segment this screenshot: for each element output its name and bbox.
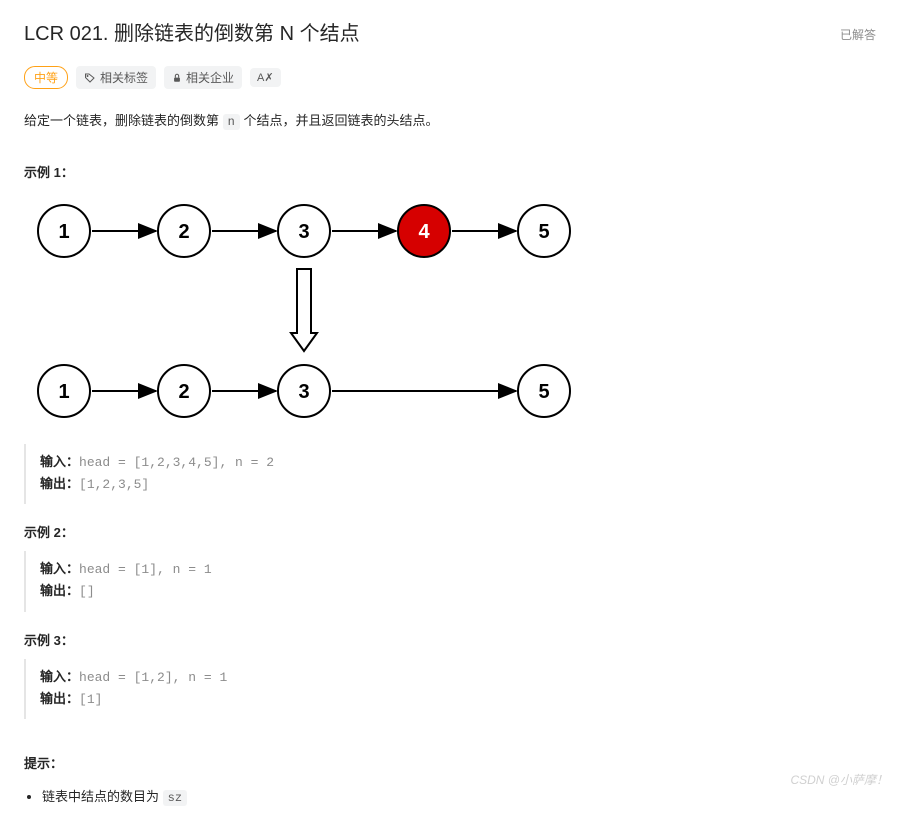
example3-output: [1] <box>79 692 102 707</box>
example2-output: [] <box>79 584 95 599</box>
example2-output-label: 输出： <box>40 584 79 599</box>
desc-text-post: 个结点，并且返回链表的头结点。 <box>240 113 439 128</box>
hint-button[interactable]: A✗ <box>250 68 281 87</box>
hint-item-1: 链表中结点的数目为 sz <box>42 786 876 805</box>
svg-text:1: 1 <box>58 381 69 403</box>
example2-input-label: 输入： <box>40 562 79 577</box>
svg-text:2: 2 <box>178 381 189 403</box>
svg-text:4: 4 <box>418 221 430 243</box>
example1-output: [1,2,3,5] <box>79 477 149 492</box>
example1-block: 输入：head = [1,2,3,4,5], n = 2 输出：[1,2,3,5… <box>24 444 876 504</box>
example3-input-label: 输入： <box>40 670 79 685</box>
hints-list: 链表中结点的数目为 sz <box>24 786 876 805</box>
example2-label: 示例 2： <box>24 522 876 541</box>
problem-description: 给定一个链表，删除链表的倒数第 n 个结点，并且返回链表的头结点。 <box>24 111 876 132</box>
example1-output-label: 输出： <box>40 477 79 492</box>
hints-label: 提示： <box>24 753 876 772</box>
example1-input: head = [1,2,3,4,5], n = 2 <box>79 455 274 470</box>
linked-list-diagram: 1 2 3 4 5 1 2 3 5 <box>24 195 876 430</box>
example2-block: 输入：head = [1], n = 1 输出：[] <box>24 551 876 611</box>
related-company-label: 相关企业 <box>186 69 234 86</box>
tags-row: 中等 相关标签 相关企业 A✗ <box>24 66 876 89</box>
solved-status: 已解答 <box>840 26 876 43</box>
watermark: CSDN @小萨摩！ <box>790 771 888 788</box>
difficulty-badge: 中等 <box>24 66 68 89</box>
example3-output-label: 输出： <box>40 692 79 707</box>
example3-block: 输入：head = [1,2], n = 1 输出：[1] <box>24 659 876 719</box>
desc-var-n: n <box>223 114 240 130</box>
example3-input: head = [1,2], n = 1 <box>79 670 227 685</box>
page-title: LCR 021. 删除链表的倒数第 N 个结点 <box>24 20 360 48</box>
example1-input-label: 输入： <box>40 455 79 470</box>
tag-icon <box>84 72 96 84</box>
related-tags-button[interactable]: 相关标签 <box>76 66 156 89</box>
svg-text:3: 3 <box>298 381 309 403</box>
svg-text:3: 3 <box>298 221 309 243</box>
related-company-button[interactable]: 相关企业 <box>164 66 242 89</box>
example2-input: head = [1], n = 1 <box>79 562 212 577</box>
lock-icon <box>172 72 182 84</box>
svg-text:1: 1 <box>58 221 69 243</box>
related-tags-label: 相关标签 <box>100 69 148 86</box>
hint1-var: sz <box>163 790 187 806</box>
desc-text-pre: 给定一个链表，删除链表的倒数第 <box>24 113 223 128</box>
svg-text:5: 5 <box>538 221 549 243</box>
example1-label: 示例 1： <box>24 162 876 181</box>
hint1-text: 链表中结点的数目为 <box>42 789 163 804</box>
svg-text:5: 5 <box>538 381 549 403</box>
svg-text:2: 2 <box>178 221 189 243</box>
example3-label: 示例 3： <box>24 630 876 649</box>
